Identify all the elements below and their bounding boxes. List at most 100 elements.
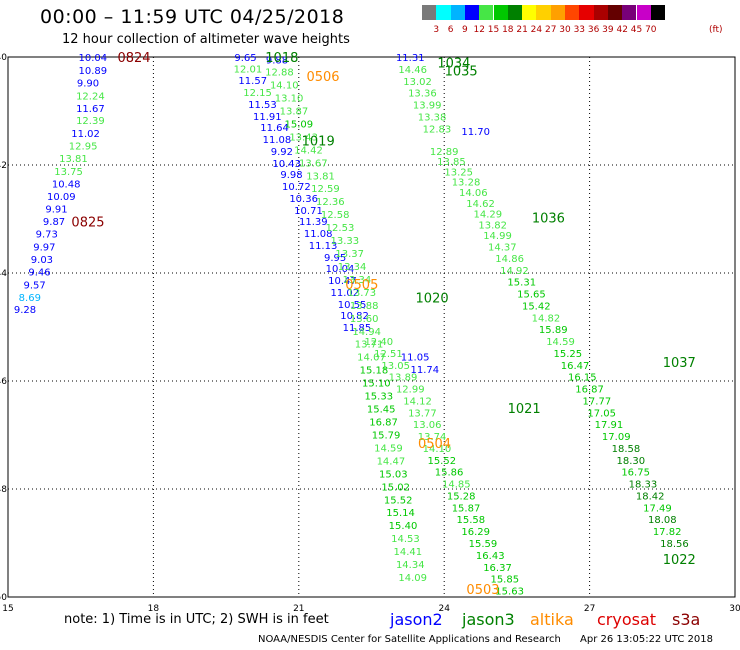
wave-height-label: 12.24 [76,91,105,102]
wave-height-label: 13.73 [347,288,376,299]
color-swatch [493,5,508,20]
color-scale-label: 6 [447,25,454,35]
wave-height-label: 14.47 [377,456,406,467]
color-swatch [650,5,666,20]
wave-height-label: 15.33 [364,392,393,403]
wave-height-label: 14.42 [294,145,323,156]
wave-height-label: 15.09 [284,119,313,130]
wave-height-label: 13.85 [437,157,466,168]
wave-height-label: 11.53 [248,100,277,111]
wave-height-label: 12.51 [374,349,403,360]
wave-height-label: 15.52 [384,495,413,506]
wave-height-label: 9.97 [33,243,55,254]
wave-height-label: 14.10 [270,81,299,92]
y-tick-label: -40 [0,53,7,63]
wave-height-label: 13.37 [335,249,364,260]
wave-height-label: 16.75 [621,468,650,479]
wave-height-label: 11.91 [253,112,282,123]
color-scale-label: 45 [630,25,643,35]
color-swatch [507,5,523,20]
wave-height-label: 16.15 [568,373,597,384]
wave-height-label: 12.88 [265,68,294,79]
color-swatch [522,5,537,20]
wave-height-label: 13.77 [408,408,437,419]
wave-height-label: 15.65 [517,290,546,301]
pass-id-label: 1020 [416,291,449,306]
satellite-legend-cryosat: cryosat [597,610,657,629]
wave-height-label: 13.88 [350,301,379,312]
wave-height-label: 11.13 [309,241,338,252]
x-tick-label: 21 [293,604,304,614]
y-tick-label: -50 [0,593,7,603]
color-scale-label: 36 [587,25,600,35]
wave-height-label: 14.59 [546,337,575,348]
wave-height-label: 15.63 [495,587,524,598]
wave-height-label: 14.82 [532,313,561,324]
wave-height-label: 13.06 [413,420,442,431]
wave-height-label: 13.74 [418,432,447,443]
y-tick-label: -48 [0,485,7,495]
color-scale-label: 18 [502,25,514,35]
wave-height-label: 17.91 [595,420,624,431]
wave-height-label: 11.31 [396,53,425,64]
wave-height-label: 11.57 [238,76,267,87]
x-tick-label: 30 [729,604,740,614]
color-scale-label: 30 [559,25,571,35]
wave-height-label: 17.82 [653,527,682,538]
wave-height-label: 14.29 [473,210,502,221]
wave-height-label: 15.45 [367,405,396,416]
color-swatch [436,5,451,20]
wave-height-label: 16.87 [575,385,604,396]
chart-subtitle: 12 hour collection of altimeter wave hei… [62,32,350,47]
color-swatch [565,5,580,20]
wave-height-label: 12.99 [396,385,425,396]
wave-height-label: 14.92 [500,266,529,277]
color-scale-label: 42 [616,25,628,35]
wave-height-label: 13.33 [331,236,360,247]
wave-height-label: 15.86 [435,468,464,479]
wave-height-label: 15.87 [452,503,481,514]
x-tick-label: 24 [438,604,450,614]
wave-height-label: 10.47 [328,276,357,287]
color-scale-label: 21 [516,25,528,35]
color-scale-label: 24 [530,25,543,35]
wave-height-label: 11.08 [304,229,333,240]
wave-height-label: 14.86 [495,254,524,265]
wave-height-label: 14.85 [442,480,471,491]
wave-height-label: 12.40 [364,337,393,348]
wave-height-label: 18.30 [616,456,645,467]
wave-height-label: 11.39 [299,217,328,228]
color-swatch [607,5,623,20]
wave-height-label: 11.70 [461,127,490,138]
wave-height-label: 13.05 [381,361,410,372]
wave-height-label: 11.74 [410,365,439,376]
footer-note: note: 1) Time is in UTC; 2) SWH is in fe… [64,612,329,627]
pass-id-label: 0505 [345,278,378,293]
wave-height-label: 13.38 [418,112,447,123]
wave-height-label: 12.01 [234,64,263,75]
wave-height-label: 9.95 [324,253,346,264]
x-tick-label: 18 [148,604,160,614]
satellite-legend-jason2: jason2 [390,610,443,629]
color-swatch [622,5,637,20]
y-tick-label: -46 [0,377,7,387]
color-scale-label: 9 [462,25,468,35]
wave-height-label: 17.09 [602,432,631,443]
color-swatch [464,5,480,20]
color-scale-label: 3 [433,25,440,35]
wave-height-label: 8.69 [19,293,41,304]
wave-height-label: 13.99 [413,101,442,112]
color-swatch [422,5,437,20]
wave-height-label: 10.71 [294,206,323,217]
wave-height-label: 9.87 [43,217,65,228]
wave-height-label: 15.31 [507,278,536,289]
wave-height-label: 10.89 [78,66,107,77]
wave-height-label: 9.57 [24,280,46,291]
wave-height-label: 11.08 [263,135,292,146]
wave-height-label: 9.92 [271,147,293,158]
wave-height-label: 15.58 [457,515,486,526]
wave-height-label: 13.81 [306,171,335,182]
wave-height-label: 10.55 [338,300,367,311]
pass-id-label: 1018 [265,51,298,66]
wave-height-label: 14.06 [459,188,488,199]
